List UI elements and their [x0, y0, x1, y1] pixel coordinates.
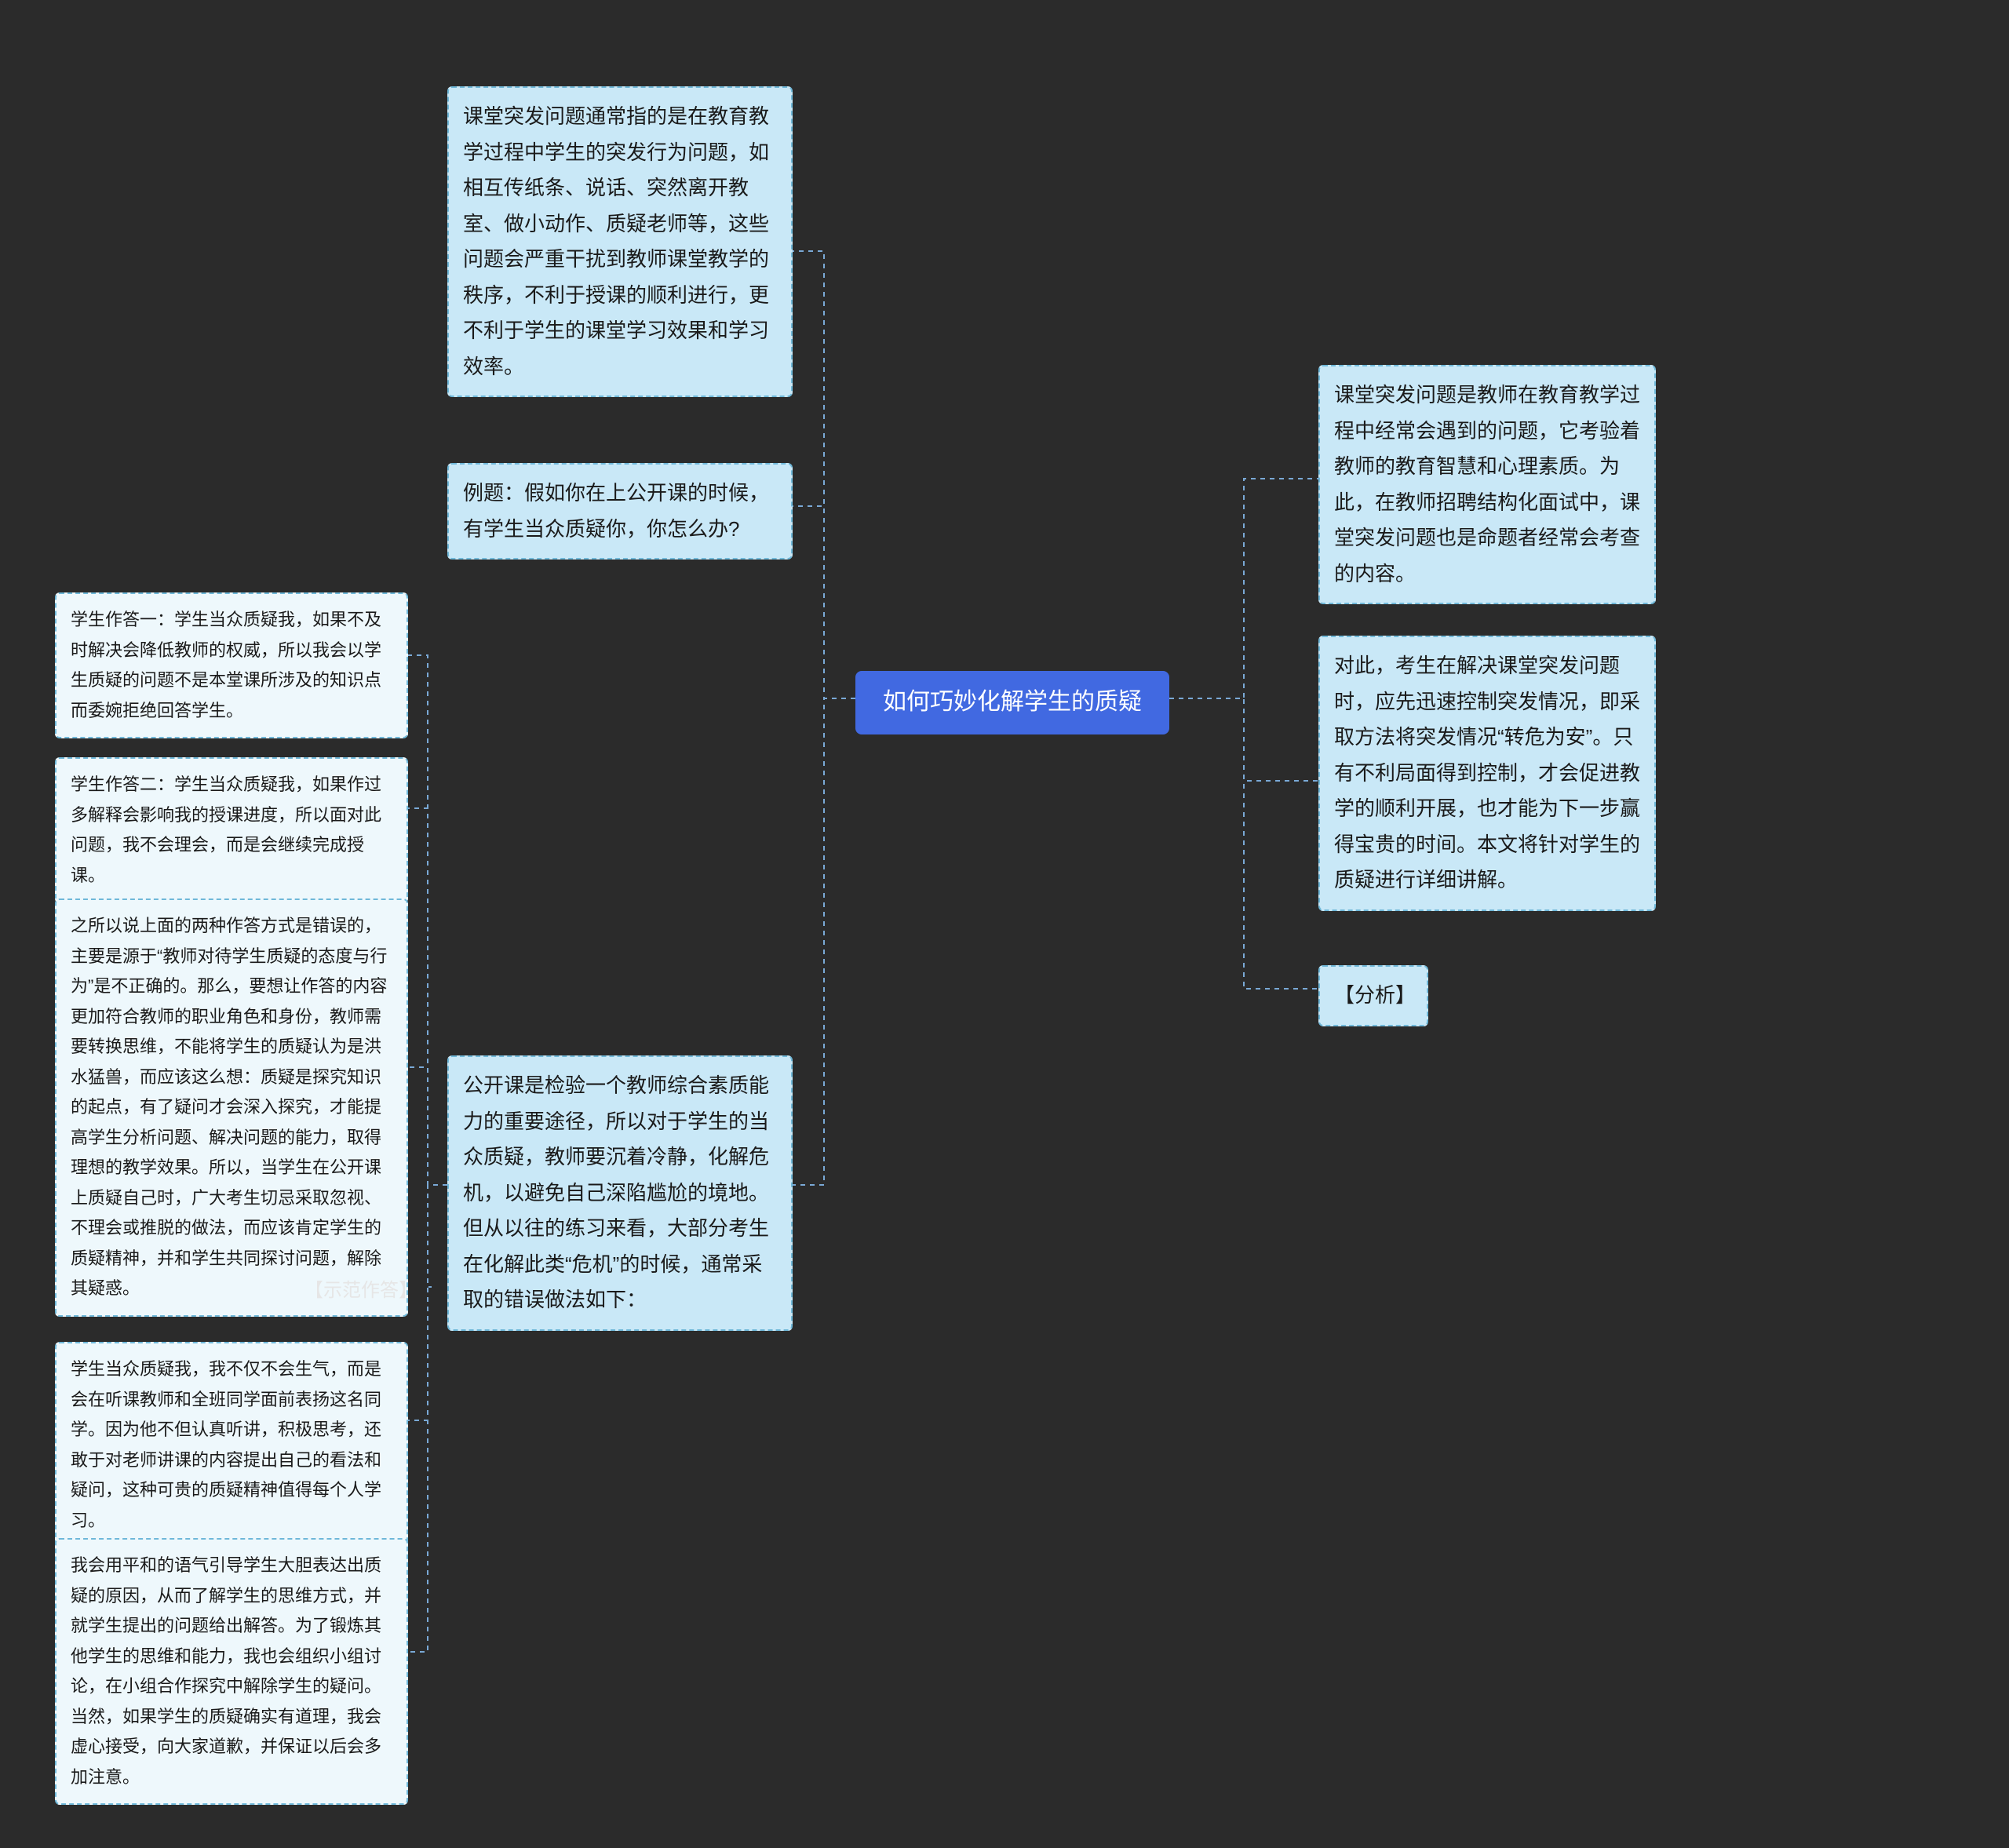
- left-node-b[interactable]: 例题：假如你在上公开课的时候，有学生当众质疑你，你怎么办?: [447, 463, 793, 560]
- edge: [793, 251, 855, 698]
- left-sub-2[interactable]: 学生作答二：学生当众质疑我，如果作过多解释会影响我的授课进度，所以面对此问题，我…: [55, 757, 408, 903]
- edge: [793, 506, 855, 698]
- edge: [793, 698, 855, 1185]
- right-node-1-text: 课堂突发问题是教师在教育教学过程中经常会遇到的问题，它考验着教师的教育智慧和心理…: [1334, 383, 1640, 585]
- left-node-c[interactable]: 公开课是检验一个教师综合素质能力的重要途径，所以对于学生的当众质疑，教师要沉着冷…: [447, 1055, 793, 1331]
- left-sub-2-text: 学生作答二：学生当众质疑我，如果作过多解释会影响我的授课进度，所以面对此问题，我…: [71, 775, 381, 885]
- mindmap-canvas: 如何巧妙化解学生的质疑 课堂突发问题是教师在教育教学过程中经常会遇到的问题，它考…: [0, 0, 2009, 1848]
- left-sub-label-text: 【示范作答】: [304, 1280, 417, 1301]
- left-node-a[interactable]: 课堂突发问题通常指的是在教育教学过程中学生的突发行为问题，如相互传纸条、说话、突…: [447, 86, 793, 397]
- left-sub-label[interactable]: 【示范作答】: [298, 1271, 432, 1310]
- left-sub-1-text: 学生作答一：学生当众质疑我，如果不及时解决会降低教师的权威，所以我会以学生质疑的…: [71, 610, 381, 720]
- edge: [1169, 479, 1318, 698]
- right-node-2-text: 对此，考生在解决课堂突发问题时，应先迅速控制突发情况，即采取方法将突发情况“转危…: [1334, 654, 1640, 891]
- left-sub-5-text: 学生当众质疑我，我不仅不会生气，而是会在听课教师和全班同学面前表扬这名同学。因为…: [71, 1359, 381, 1530]
- left-node-a-text: 课堂突发问题通常指的是在教育教学过程中学生的突发行为问题，如相互传纸条、说话、突…: [463, 104, 769, 378]
- edge: [1169, 698, 1318, 989]
- right-node-2[interactable]: 对此，考生在解决课堂突发问题时，应先迅速控制突发情况，即采取方法将突发情况“转危…: [1318, 636, 1656, 911]
- right-node-3-text: 【分析】: [1334, 983, 1416, 1007]
- edge: [1169, 698, 1318, 781]
- edge: [428, 1185, 447, 1287]
- right-node-1[interactable]: 课堂突发问题是教师在教育教学过程中经常会遇到的问题，它考验着教师的教育智慧和心理…: [1318, 365, 1656, 604]
- right-node-3[interactable]: 【分析】: [1318, 965, 1428, 1026]
- root-node[interactable]: 如何巧妙化解学生的质疑: [855, 671, 1169, 734]
- left-node-c-text: 公开课是检验一个教师综合素质能力的重要途径，所以对于学生的当众质疑，教师要沉着冷…: [463, 1073, 769, 1311]
- left-sub-3[interactable]: 之所以说上面的两种作答方式是错误的，主要是源于“教师对待学生质疑的态度与行为”是…: [55, 898, 408, 1317]
- edge: [408, 808, 447, 1185]
- edge: [408, 1067, 447, 1185]
- edge: [408, 1185, 447, 1652]
- left-sub-3-text: 之所以说上面的两种作答方式是错误的，主要是源于“教师对待学生质疑的态度与行为”是…: [71, 916, 387, 1298]
- left-sub-1[interactable]: 学生作答一：学生当众质疑我，如果不及时解决会降低教师的权威，所以我会以学生质疑的…: [55, 592, 408, 738]
- left-sub-6[interactable]: 我会用平和的语气引导学生大胆表达出质疑的原因，从而了解学生的思维方式，并就学生提…: [55, 1538, 408, 1805]
- left-node-b-text: 例题：假如你在上公开课的时候，有学生当众质疑你，你怎么办?: [463, 481, 769, 541]
- left-sub-6-text: 我会用平和的语气引导学生大胆表达出质疑的原因，从而了解学生的思维方式，并就学生提…: [71, 1555, 381, 1787]
- left-sub-5[interactable]: 学生当众质疑我，我不仅不会生气，而是会在听课教师和全班同学面前表扬这名同学。因为…: [55, 1342, 408, 1548]
- edge: [408, 655, 447, 1185]
- root-text: 如何巧妙化解学生的质疑: [883, 689, 1142, 715]
